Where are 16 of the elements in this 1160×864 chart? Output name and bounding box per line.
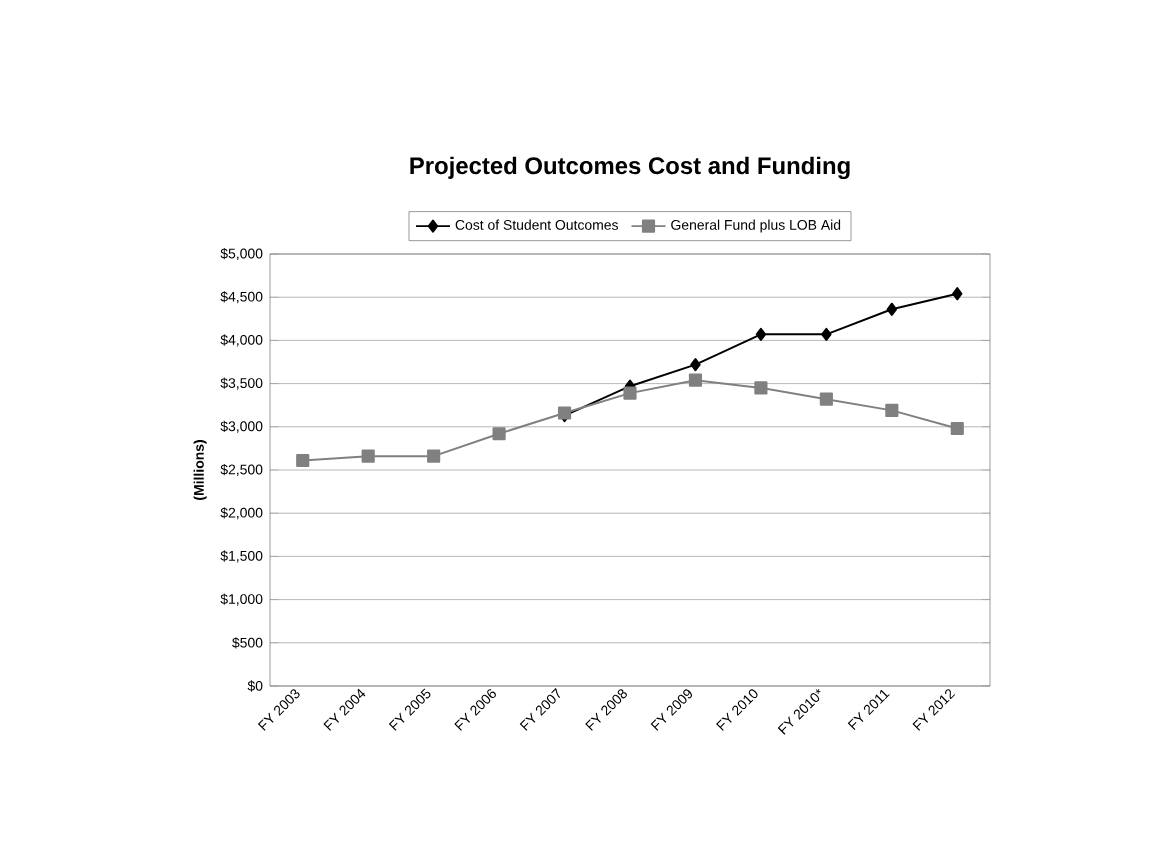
point <box>754 381 768 395</box>
chart-title: Projected Outcomes Cost and Funding <box>410 156 850 179</box>
point <box>427 449 441 463</box>
point <box>492 427 506 441</box>
point <box>755 327 767 341</box>
point <box>688 373 703 387</box>
point <box>296 453 310 468</box>
point <box>885 403 899 417</box>
point <box>361 449 375 463</box>
point <box>952 287 963 301</box>
point <box>819 392 833 406</box>
point <box>886 302 898 316</box>
point <box>623 386 637 400</box>
point <box>690 358 701 372</box>
point <box>821 327 832 341</box>
point <box>950 421 964 436</box>
